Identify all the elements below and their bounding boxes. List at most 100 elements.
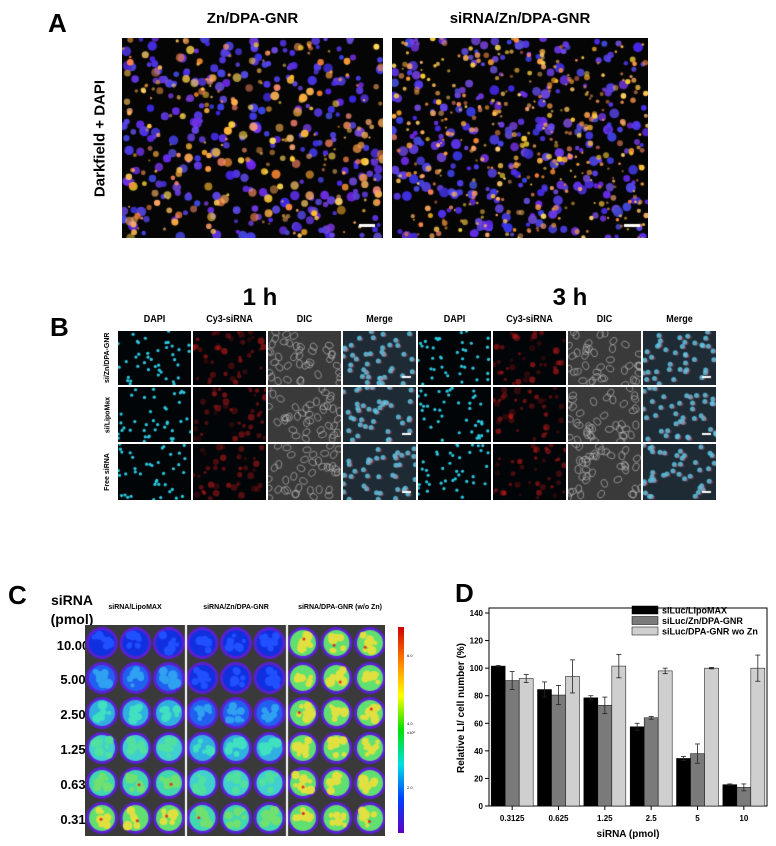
y-tick-label: 140 bbox=[470, 609, 484, 618]
microscopy-image bbox=[343, 387, 416, 442]
panel-a-col-title: Zn/DPA-GNR bbox=[206, 10, 299, 27]
microscopy-image bbox=[118, 444, 191, 500]
panel-a-label: A bbox=[48, 8, 67, 38]
legend-label: siLuc/DPA-GNR wo Zn bbox=[662, 627, 758, 637]
channel-header: Merge bbox=[666, 314, 693, 325]
bar bbox=[722, 784, 738, 807]
row-unit: (pmol) bbox=[50, 611, 94, 627]
bar bbox=[583, 697, 599, 807]
plot-frame bbox=[488, 607, 768, 807]
colorbar-tick: 4.0 bbox=[407, 721, 413, 726]
bar bbox=[518, 678, 534, 807]
bar bbox=[704, 667, 719, 807]
microscopy-image bbox=[493, 387, 566, 442]
colorbar-unit: x10⁶ bbox=[407, 730, 416, 735]
microscopy-image bbox=[268, 444, 341, 500]
y-axis-label: Relative LI/ cell number (%) bbox=[456, 642, 467, 774]
colorbar bbox=[398, 627, 404, 833]
bar bbox=[643, 717, 659, 807]
dose-row-label: 1.25 bbox=[60, 742, 86, 757]
x-tick-label: 10 bbox=[739, 814, 748, 823]
microscopy-image bbox=[418, 387, 491, 442]
bar bbox=[565, 676, 580, 807]
plate-col-title: siRNA/DPA-GNR (w/o Zn) bbox=[298, 604, 382, 611]
timepoint-title: 1 h bbox=[242, 284, 278, 311]
channel-header: Cy3-siRNA bbox=[206, 314, 253, 325]
y-tick-label: 100 bbox=[470, 664, 484, 673]
timepoint-title: 3 h bbox=[552, 284, 588, 311]
x-tick-label: 1.25 bbox=[597, 814, 613, 823]
channel-header: DAPI bbox=[443, 314, 466, 325]
plate-col-title: siRNA/LipoMAX bbox=[108, 604, 162, 611]
bar bbox=[750, 667, 766, 807]
bar bbox=[504, 680, 520, 807]
dose-row-label: 5.00 bbox=[60, 672, 86, 687]
darkfield-image bbox=[392, 38, 648, 238]
microscopy-image bbox=[418, 444, 491, 500]
bar bbox=[657, 670, 673, 807]
dose-row-label: 0.63 bbox=[60, 777, 86, 792]
y-tick-label: 40 bbox=[474, 747, 483, 756]
x-tick-label: 0.625 bbox=[548, 814, 569, 823]
microscopy-image bbox=[643, 444, 716, 500]
panel-a-col-title: siRNA/Zn/DPA-GNR bbox=[449, 10, 591, 27]
x-tick-label: 5 bbox=[695, 814, 700, 823]
channel-header: DAPI bbox=[143, 314, 166, 325]
dose-row-label: 0.31 bbox=[60, 812, 86, 827]
legend-swatch bbox=[631, 616, 659, 625]
x-tick-label: 2.5 bbox=[646, 814, 658, 823]
bar bbox=[676, 758, 691, 807]
panel-b-label: B bbox=[50, 312, 69, 342]
microscopy-image bbox=[568, 387, 641, 442]
legend-swatch bbox=[631, 626, 659, 636]
microscopy-image bbox=[568, 444, 641, 500]
microscopy-image bbox=[343, 331, 416, 385]
legend-swatch bbox=[631, 605, 659, 615]
bioluminescence-plate-image bbox=[85, 625, 385, 836]
microscopy-image bbox=[643, 387, 716, 442]
bar bbox=[537, 689, 552, 807]
y-tick-label: 80 bbox=[474, 692, 483, 701]
bar bbox=[611, 665, 627, 807]
x-tick-label: 0.3125 bbox=[500, 814, 525, 823]
microscopy-image bbox=[568, 331, 641, 385]
y-tick-label: 60 bbox=[474, 719, 483, 728]
bar bbox=[629, 726, 645, 807]
darkfield-image bbox=[122, 38, 383, 238]
channel-header: DIC bbox=[296, 314, 313, 325]
microscopy-image bbox=[118, 331, 191, 385]
y-tick-label: 0 bbox=[479, 802, 484, 811]
bar bbox=[597, 705, 613, 807]
panel-c-label: C bbox=[8, 580, 27, 610]
legend-label: siLuc/Zn/DPA-GNR bbox=[662, 616, 743, 626]
dose-row-label: 2.50 bbox=[60, 707, 86, 722]
y-tick-label: 20 bbox=[474, 774, 483, 783]
x-axis-label: siRNA (pmol) bbox=[596, 829, 660, 840]
bar bbox=[490, 665, 506, 807]
bar bbox=[551, 694, 566, 807]
legend-label: siLuc/LipoMAX bbox=[662, 606, 727, 616]
microscopy-image bbox=[343, 444, 416, 500]
channel-header: DIC bbox=[596, 314, 613, 325]
microscopy-image bbox=[118, 387, 191, 442]
colorbar-tick: 6.0 bbox=[407, 653, 413, 658]
microscopy-image bbox=[268, 331, 341, 385]
microscopy-image bbox=[643, 331, 716, 385]
microscopy-image bbox=[418, 331, 491, 385]
panel-d-label: D bbox=[455, 578, 474, 608]
microscopy-image bbox=[193, 387, 266, 442]
channel-header: Merge bbox=[366, 314, 393, 325]
y-tick-label: 120 bbox=[470, 637, 484, 646]
microscopy-image bbox=[493, 444, 566, 500]
colorbar-tick: 2.0 bbox=[407, 785, 413, 790]
microscopy-image bbox=[193, 331, 266, 385]
row-title: siRNA bbox=[50, 592, 93, 608]
microscopy-image bbox=[268, 387, 341, 442]
plate-col-title: siRNA/Zn/DPA-GNR bbox=[203, 604, 269, 611]
microscopy-image bbox=[493, 331, 566, 385]
channel-header: Cy3-siRNA bbox=[506, 314, 553, 325]
dose-row-label: 10.00 bbox=[56, 638, 90, 653]
microscopy-image bbox=[193, 444, 266, 500]
